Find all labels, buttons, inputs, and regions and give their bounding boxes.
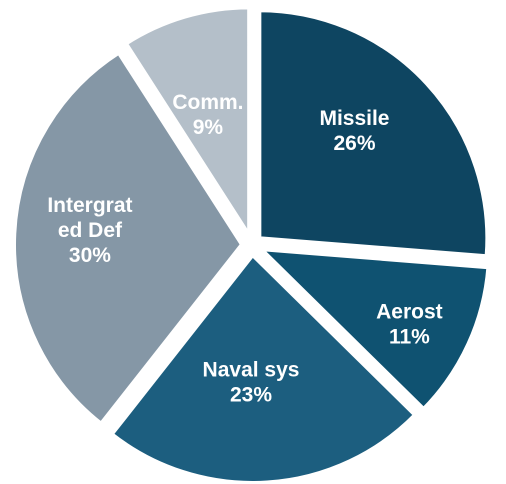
pie-slice-0 bbox=[257, 8, 490, 259]
pie-slice-label-0: Missile 26% bbox=[319, 107, 389, 155]
pie-slice-label-line: Naval sys bbox=[203, 358, 300, 381]
pie-slice-label-line: 9% bbox=[193, 116, 224, 139]
pie-slice-3 bbox=[12, 49, 245, 427]
pie-slice-label-4: Comm. 9% bbox=[172, 91, 243, 139]
pie-slice-4 bbox=[123, 5, 252, 243]
pie-slice-label-line: Comm. bbox=[172, 91, 243, 114]
pie-slice-label-2: Naval sys 23% bbox=[203, 358, 300, 406]
pie-labels: Missile 26% Aerost 11% Naval sys 23% Intergrat… bbox=[47, 91, 442, 406]
pie-slice-label-line: 11% bbox=[389, 326, 430, 349]
pie-slice-label-line: Missile bbox=[319, 107, 389, 130]
pie-slice-label-3: Intergrat ed Def 30% bbox=[47, 194, 132, 267]
pie-slice-label-line: Aerost bbox=[376, 301, 443, 324]
pie-slice-label-line: 26% bbox=[333, 132, 375, 155]
pie-slice-label-line: Intergrat bbox=[47, 194, 132, 217]
pie-slice-label-1: Aerost 11% bbox=[376, 301, 443, 349]
pie-slice-label-line: ed Def bbox=[58, 219, 123, 242]
pie-slice-label-line: 23% bbox=[230, 383, 272, 406]
pie-slice-2 bbox=[108, 251, 418, 484]
pie-slices bbox=[12, 5, 491, 484]
pie-slice-1 bbox=[255, 246, 491, 412]
pie-slice-label-line: 30% bbox=[69, 244, 111, 267]
